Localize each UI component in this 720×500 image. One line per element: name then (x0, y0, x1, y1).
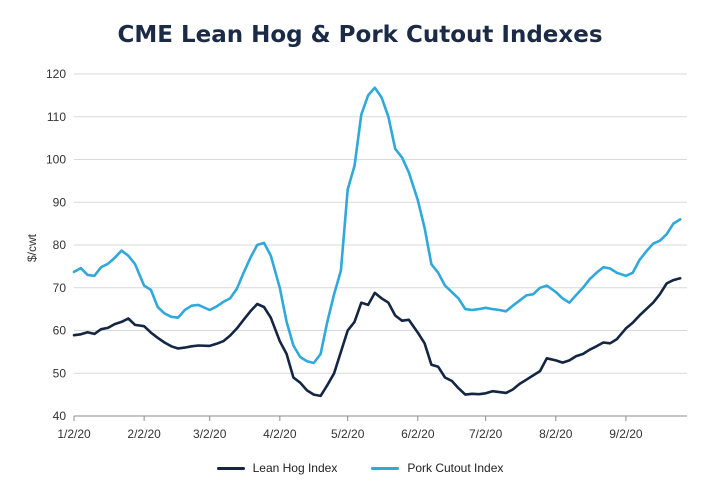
legend-swatch-pork-cutout (371, 466, 400, 470)
x-tick-label-2: 3/2/20 (193, 427, 227, 441)
y-tick-label-70: 70 (53, 281, 67, 295)
x-tick-label-8: 9/2/20 (609, 427, 643, 441)
y-tick-label-80: 80 (53, 238, 67, 252)
x-tick-label-0: 1/2/20 (57, 427, 91, 441)
x-tick-label-3: 4/2/20 (263, 427, 297, 441)
axes: 40 50 60 70 80 90 100 110 120 1/2/20 2/2/20 3/2/20 4… (46, 67, 687, 441)
grid-lines (74, 73, 687, 374)
y-tick-label-120: 120 (46, 67, 66, 81)
legend-label-lean-hog: Lean Hog Index (252, 461, 338, 475)
y-tick-label-100: 100 (46, 153, 66, 167)
x-tick-label-6: 7/2/20 (469, 427, 503, 441)
x-tick-label-7: 8/2/20 (539, 427, 573, 441)
legend-item-lean-hog: Lean Hog Index (216, 461, 338, 475)
y-tick-label-90: 90 (53, 195, 67, 209)
y-tick-label-50: 50 (53, 366, 67, 380)
x-tick-label-1: 2/2/20 (127, 427, 161, 441)
y-tick-label-40: 40 (53, 409, 67, 423)
legend: Lean Hog Index Pork Cutout Index (0, 461, 720, 475)
y-tick-label-60: 60 (53, 324, 67, 338)
series-line-lean-hog-index (72, 277, 682, 398)
y-axis-label: $/cwt (25, 233, 39, 262)
legend-item-pork-cutout: Pork Cutout Index (371, 461, 503, 475)
legend-swatch-lean-hog (216, 466, 245, 470)
x-tick-label-4: 5/2/20 (331, 427, 365, 441)
y-tick-label-110: 110 (47, 110, 66, 124)
legend-label-pork-cutout: Pork Cutout Index (407, 461, 504, 475)
series-lines (72, 86, 682, 398)
chart-title: CME Lean Hog & Pork Cutout Indexes (117, 22, 603, 48)
x-tick-label-5: 6/2/20 (401, 427, 435, 441)
series-line-pork-cutout-index (72, 86, 682, 365)
